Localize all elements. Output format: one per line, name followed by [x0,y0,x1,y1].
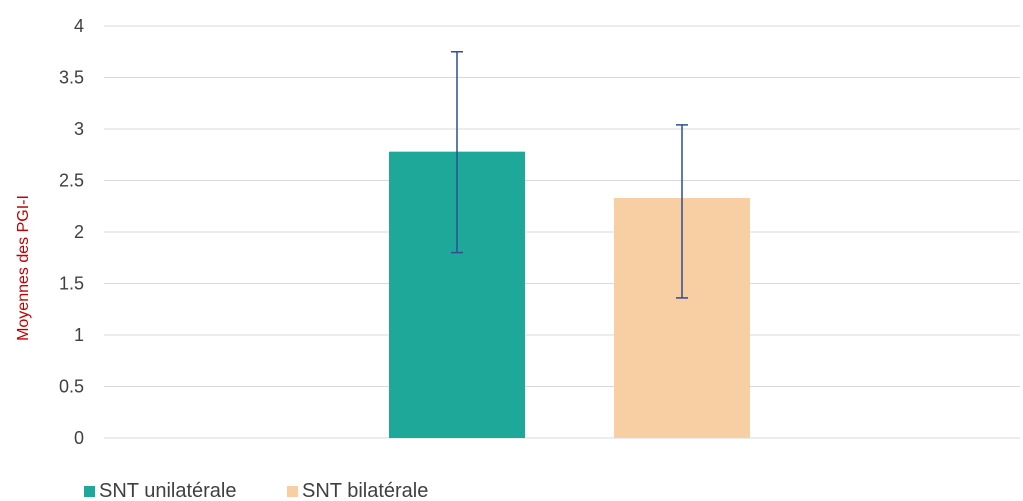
legend-label: SNT bilatérale [302,480,428,501]
y-tick-label: 3.5 [59,68,84,88]
y-tick-label: 0.5 [59,377,84,397]
y-tick-label: 4 [74,16,84,36]
y-tick-label: 2 [74,222,84,242]
y-tick-label: 1.5 [59,274,84,294]
legend-swatch [287,486,298,497]
error-bars [451,51,688,299]
y-tick-label: 0 [74,428,84,448]
bars [389,151,750,438]
y-axis-label: Moyennes des PGI-I [15,195,32,341]
legend: SNT unilatérale SNT bilatérale [84,480,428,501]
legend-swatch [84,486,95,497]
y-tick-label: 2.5 [59,171,84,191]
legend-label: SNT unilatérale [99,480,236,501]
y-tick-label: 3 [74,119,84,139]
y-tick-label: 1 [74,325,84,345]
grid-lines [104,25,1020,439]
y-tick-labels: 0 0.5 1 1.5 2 2.5 3 3.5 4 [59,16,84,448]
